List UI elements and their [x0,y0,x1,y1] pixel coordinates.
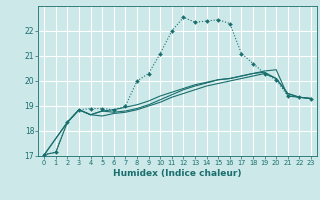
X-axis label: Humidex (Indice chaleur): Humidex (Indice chaleur) [113,169,242,178]
